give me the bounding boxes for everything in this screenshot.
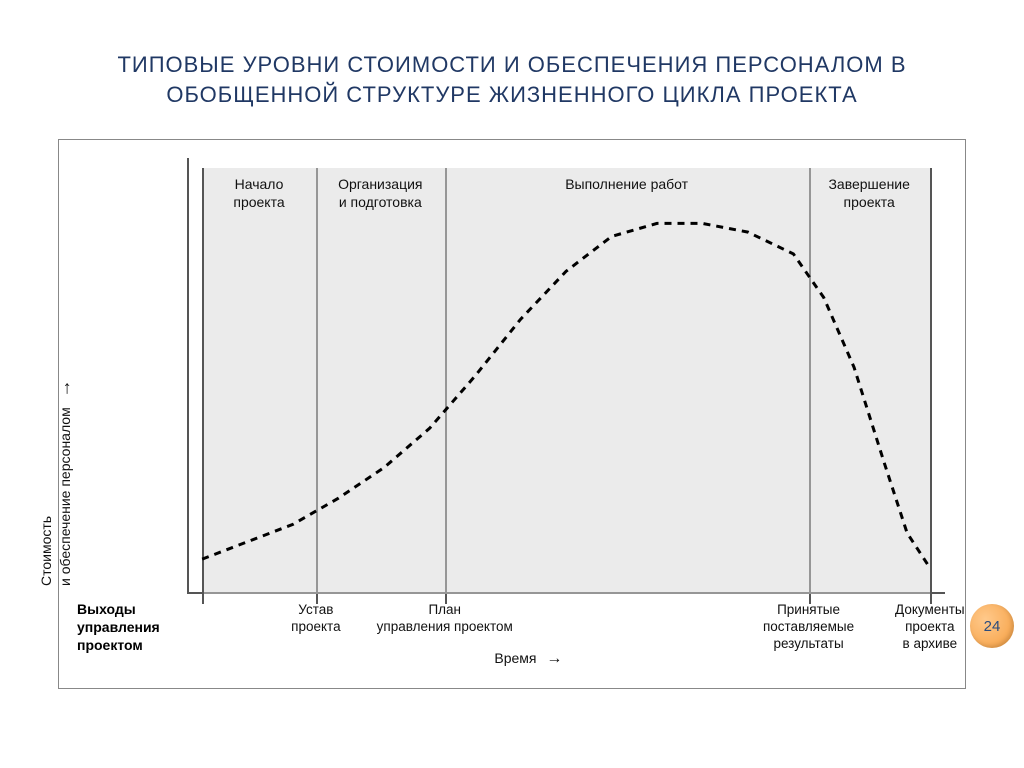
x-axis-label-text: Время — [494, 650, 536, 666]
curve-svg — [187, 158, 945, 594]
x-axis-arrow-icon: → — [546, 650, 562, 667]
y-axis-label-text: Стоимость и обеспечение персоналом — [38, 408, 73, 587]
slide-title: ТИПОВЫЕ УРОВНИ СТОИМОСТИ И ОБЕСПЕЧЕНИЯ П… — [40, 50, 984, 109]
page-number-badge: 24 — [970, 604, 1014, 648]
milestone-label: План управления проектом — [377, 602, 513, 636]
y-axis-label: Стоимость и обеспечение персоналом → — [38, 380, 75, 587]
milestone-label: Документы проекта в архиве — [895, 602, 965, 653]
milestone-label: Устав проекта — [291, 602, 340, 636]
plot-region: Начало проектаОрганизация и подготовкаВы… — [187, 158, 945, 594]
x-axis-label: Время → — [494, 650, 562, 668]
milestone-label: Принятые поставляемые результаты — [763, 602, 854, 653]
chart-frame: Стоимость и обеспечение персоналом → Вых… — [58, 139, 966, 689]
lifecycle-curve — [202, 224, 930, 568]
outputs-heading: Выходы управления проектом — [77, 600, 187, 655]
y-axis-arrow-icon: → — [54, 380, 74, 398]
chart-area: Стоимость и обеспечение персоналом → Вых… — [77, 158, 945, 674]
